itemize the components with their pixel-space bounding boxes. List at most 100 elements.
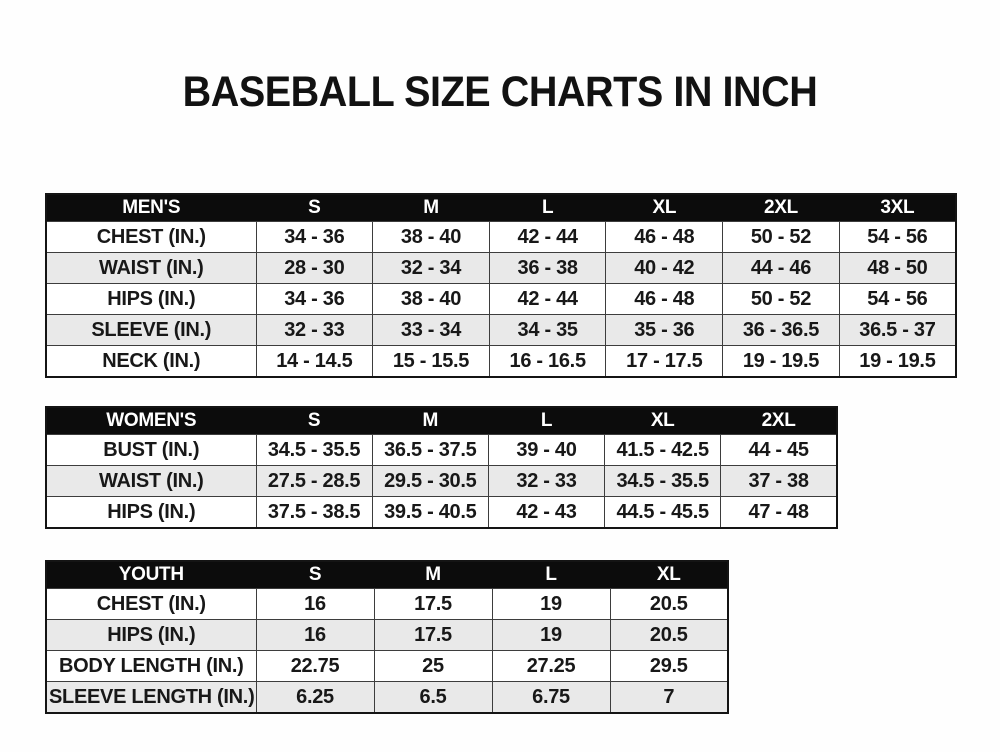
size-value-cell: 39 - 40: [487, 434, 606, 466]
size-column-header: 3XL: [838, 193, 957, 222]
row-label: HIPS (IN.): [45, 619, 257, 651]
size-value-cell: 42 - 44: [488, 283, 607, 315]
row-label: SLEEVE (IN.): [45, 314, 257, 346]
row-label: NECK (IN.): [45, 345, 257, 378]
size-value-cell: 19 - 19.5: [722, 345, 840, 378]
size-value-cell: 37 - 38: [720, 465, 838, 497]
page-header: BASEBALL SIZE CHARTS IN INCH: [0, 0, 1000, 117]
size-value-cell: 15 - 15.5: [372, 345, 490, 378]
size-value-cell: 14 - 14.5: [255, 345, 374, 378]
size-value-cell: 36.5 - 37: [838, 314, 957, 346]
header-row: MEN'S S M L XL 2XL 3XL: [45, 193, 957, 222]
size-column-header: S: [255, 560, 375, 589]
size-column-header: XL: [609, 560, 729, 589]
size-value-cell: 27.5 - 28.5: [255, 465, 373, 497]
size-value-cell: 22.75: [255, 650, 375, 682]
size-value-cell: 41.5 - 42.5: [604, 434, 722, 466]
table-row: HIPS (IN.) 37.5 - 38.5 39.5 - 40.5 42 - 43 4…: [45, 496, 838, 529]
size-column-header: M: [371, 406, 489, 435]
size-value-cell: 34 - 36: [255, 221, 374, 253]
size-value-cell: 16 - 16.5: [488, 345, 607, 378]
size-value-cell: 40 - 42: [605, 252, 724, 284]
size-value-cell: 46 - 48: [605, 221, 724, 253]
size-value-cell: 42 - 43: [487, 496, 606, 529]
page-title: BASEBALL SIZE CHARTS IN INCH: [182, 68, 818, 116]
size-value-cell: 38 - 40: [372, 221, 490, 253]
row-label: WAIST (IN.): [45, 465, 257, 497]
row-label: HIPS (IN.): [45, 283, 257, 315]
size-value-cell: 20.5: [609, 619, 729, 651]
mens-size-table: MEN'S S M L XL 2XL 3XL CHEST (IN.) 34 - 36 38 - 4…: [45, 193, 957, 378]
size-value-cell: 36 - 36.5: [722, 314, 840, 346]
size-value-cell: 34.5 - 35.5: [255, 434, 373, 466]
size-value-cell: 16: [255, 588, 375, 620]
size-value-cell: 46 - 48: [605, 283, 724, 315]
table-row: BUST (IN.) 34.5 - 35.5 36.5 - 37.5 39 - 40 4…: [45, 434, 838, 466]
table-title-cell: MEN'S: [45, 193, 257, 222]
size-value-cell: 6.5: [373, 681, 493, 714]
size-value-cell: 47 - 48: [720, 496, 838, 529]
size-value-cell: 32 - 33: [255, 314, 374, 346]
size-value-cell: 50 - 52: [722, 221, 840, 253]
row-label: CHEST (IN.): [45, 588, 257, 620]
size-value-cell: 17 - 17.5: [605, 345, 724, 378]
size-value-cell: 38 - 40: [372, 283, 490, 315]
row-label: CHEST (IN.): [45, 221, 257, 253]
size-value-cell: 48 - 50: [838, 252, 957, 284]
table-row: SLEEVE LENGTH (IN.) 6.25 6.5 6.75 7: [45, 681, 729, 714]
table-row: WAIST (IN.) 27.5 - 28.5 29.5 - 30.5 32 - 33…: [45, 465, 838, 497]
size-column-header: M: [373, 560, 493, 589]
size-column-header: L: [491, 560, 611, 589]
size-column-header: S: [255, 193, 374, 222]
size-value-cell: 33 - 34: [372, 314, 490, 346]
size-value-cell: 44 - 45: [720, 434, 838, 466]
size-value-cell: 32 - 33: [487, 465, 606, 497]
size-value-cell: 44.5 - 45.5: [604, 496, 722, 529]
size-value-cell: 16: [255, 619, 375, 651]
size-column-header: M: [372, 193, 490, 222]
size-column-header: L: [488, 193, 607, 222]
size-value-cell: 20.5: [609, 588, 729, 620]
header-row: YOUTH S M L XL: [45, 560, 729, 589]
size-value-cell: 54 - 56: [838, 221, 957, 253]
row-label: BUST (IN.): [45, 434, 257, 466]
table-row: WAIST (IN.) 28 - 30 32 - 34 36 - 38 40 - 42 4…: [45, 252, 957, 284]
size-value-cell: 42 - 44: [488, 221, 607, 253]
table-row: HIPS (IN.) 16 17.5 19 20.5: [45, 619, 729, 651]
womens-size-table: WOMEN'S S M L XL 2XL BUST (IN.) 34.5 - 35.5 36.5…: [45, 406, 838, 529]
row-label: HIPS (IN.): [45, 496, 257, 529]
size-value-cell: 25: [373, 650, 493, 682]
size-value-cell: 50 - 52: [722, 283, 840, 315]
size-value-cell: 34.5 - 35.5: [604, 465, 722, 497]
row-label: SLEEVE LENGTH (IN.): [45, 681, 257, 714]
size-value-cell: 29.5 - 30.5: [371, 465, 489, 497]
size-value-cell: 34 - 36: [255, 283, 374, 315]
table-row: NECK (IN.) 14 - 14.5 15 - 15.5 16 - 16.5 17 …: [45, 345, 957, 378]
size-column-header: XL: [604, 406, 722, 435]
header-row: WOMEN'S S M L XL 2XL: [45, 406, 838, 435]
youth-size-table: YOUTH S M L XL CHEST (IN.) 16 17.5 19 20.5 HIPS (I…: [45, 560, 729, 714]
size-value-cell: 29.5: [609, 650, 729, 682]
table-row: SLEEVE (IN.) 32 - 33 33 - 34 34 - 35 35 - 36…: [45, 314, 957, 346]
size-value-cell: 17.5: [373, 588, 493, 620]
table-row: BODY LENGTH (IN.) 22.75 25 27.25 29.5: [45, 650, 729, 682]
size-value-cell: 36.5 - 37.5: [371, 434, 489, 466]
size-value-cell: 19: [491, 588, 611, 620]
size-value-cell: 37.5 - 38.5: [255, 496, 373, 529]
size-value-cell: 35 - 36: [605, 314, 724, 346]
size-column-header: 2XL: [722, 193, 840, 222]
row-label: BODY LENGTH (IN.): [45, 650, 257, 682]
size-value-cell: 7: [609, 681, 729, 714]
size-value-cell: 36 - 38: [488, 252, 607, 284]
size-value-cell: 19 - 19.5: [838, 345, 957, 378]
table-title-cell: WOMEN'S: [45, 406, 257, 435]
size-value-cell: 6.75: [491, 681, 611, 714]
size-value-cell: 54 - 56: [838, 283, 957, 315]
table-title-cell: YOUTH: [45, 560, 257, 589]
size-value-cell: 6.25: [255, 681, 375, 714]
row-label: WAIST (IN.): [45, 252, 257, 284]
size-value-cell: 34 - 35: [488, 314, 607, 346]
table-row: CHEST (IN.) 16 17.5 19 20.5: [45, 588, 729, 620]
size-value-cell: 44 - 46: [722, 252, 840, 284]
size-value-cell: 32 - 34: [372, 252, 490, 284]
